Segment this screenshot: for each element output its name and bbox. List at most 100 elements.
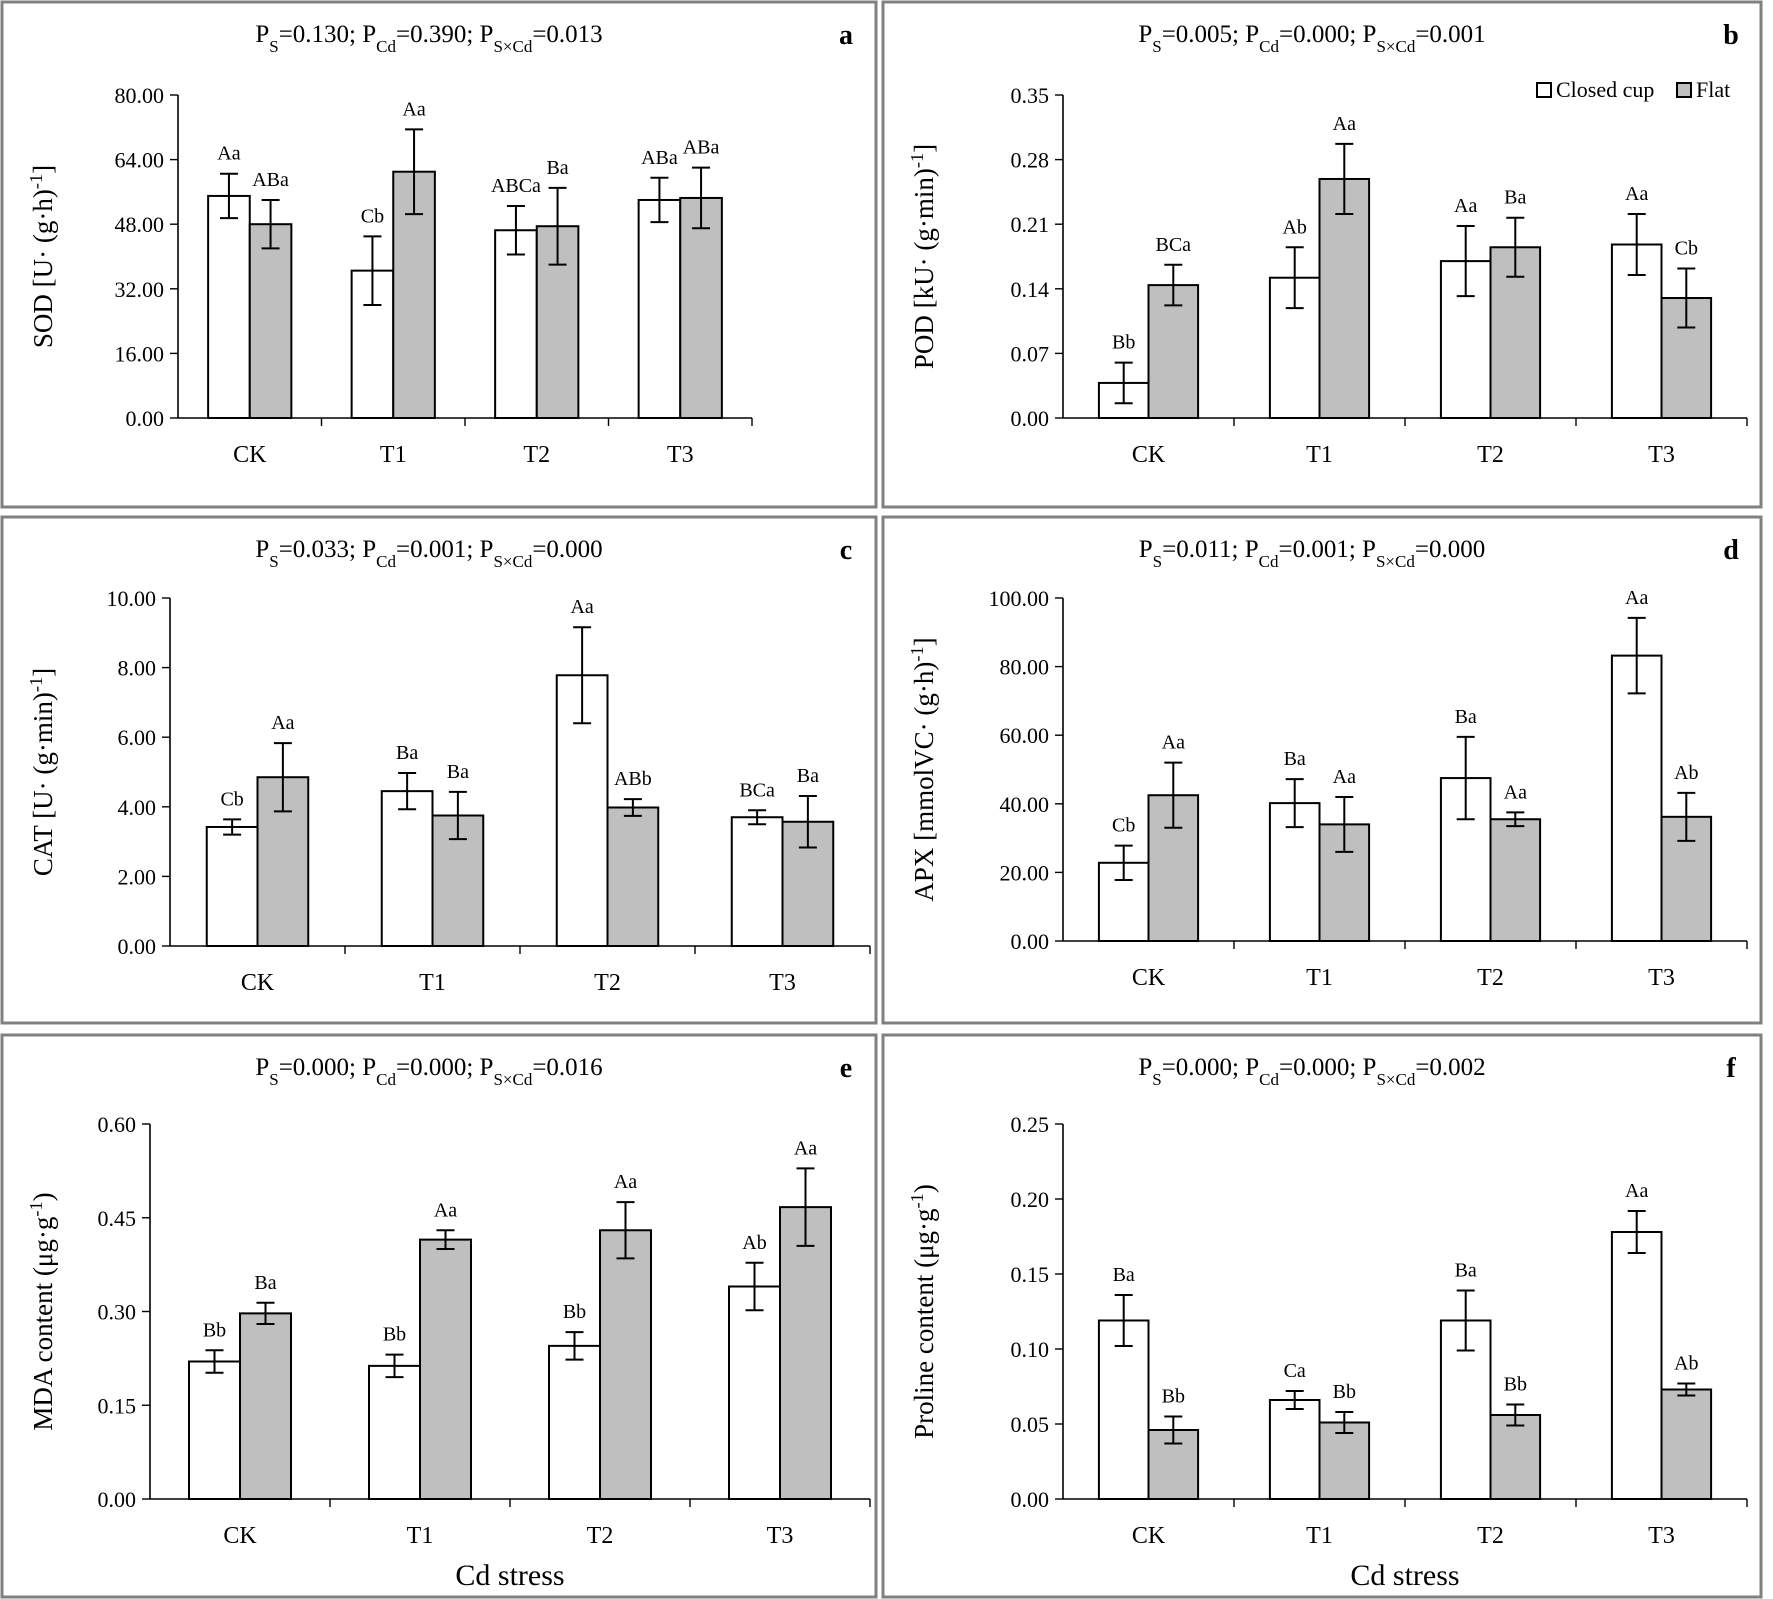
- significance-label: BCa: [1156, 234, 1192, 256]
- y-tick-label: 0.15: [98, 1393, 137, 1418]
- y-tick-label: 0.35: [1011, 83, 1050, 108]
- significance-label: Ba: [546, 157, 568, 179]
- significance-label: BCa: [739, 779, 775, 801]
- y-tick-label: 0.30: [98, 1300, 137, 1325]
- significance-label: Aa: [217, 143, 240, 165]
- y-axis-label: POD [kU· (g·min)-1]: [907, 144, 939, 369]
- pvalue-header: PS=0.011; PCd=0.001; PS×Cd=0.000: [1139, 536, 1485, 571]
- significance-label: Aa: [1625, 587, 1648, 609]
- y-tick-label: 100.00: [989, 586, 1050, 611]
- significance-label: ABa: [252, 169, 289, 191]
- bar-closed: [548, 1344, 601, 1500]
- y-tick-label: 0.14: [1011, 277, 1050, 302]
- significance-label: Ba: [447, 761, 469, 783]
- y-tick-label: 0.10: [1011, 1337, 1050, 1362]
- category-label: T1: [1306, 1523, 1333, 1549]
- category-label: T3: [1648, 1523, 1675, 1549]
- significance-label: Bb: [1162, 1386, 1185, 1408]
- category-label: T3: [667, 442, 694, 468]
- significance-label: Bb: [563, 1301, 586, 1323]
- panel-border: [0, 0, 878, 509]
- significance-label: Ba: [254, 1272, 276, 1294]
- bar-flat: [679, 196, 723, 419]
- significance-label: Bb: [1504, 1374, 1527, 1396]
- category-label: T1: [380, 442, 407, 468]
- significance-label: Ca: [1284, 1360, 1306, 1382]
- significance-label: ABCa: [491, 175, 541, 197]
- y-tick-label: 60.00: [1000, 723, 1050, 748]
- bar-flat: [419, 1238, 472, 1500]
- significance-label: Ba: [1455, 1260, 1477, 1282]
- bar-flat: [606, 806, 660, 947]
- panel-d: PS=0.011; PCd=0.001; PS×Cd=0.000 d 0.00 20.…: [881, 515, 1763, 1025]
- significance-label: Ba: [797, 765, 819, 787]
- bar-closed: [205, 825, 259, 948]
- panel-letter: e: [840, 1053, 852, 1084]
- significance-label: Bb: [1333, 1381, 1356, 1403]
- panel-c: PS=0.033; PCd=0.001; PS×Cd=0.000 c 0.00 2.0…: [0, 515, 878, 1025]
- significance-label: ABa: [683, 137, 720, 159]
- y-axis-label: MDA content (μg·g-1): [26, 1192, 58, 1430]
- bar-closed: [368, 1364, 421, 1500]
- significance-label: Ab: [1282, 216, 1306, 238]
- bar-closed: [730, 816, 784, 947]
- bar-flat: [1489, 818, 1542, 942]
- y-tick-label: 10.00: [107, 586, 157, 611]
- significance-label: Aa: [794, 1137, 817, 1159]
- category-label: CK: [241, 970, 275, 996]
- significance-label: Ab: [742, 1232, 766, 1254]
- significance-label: Aa: [1162, 732, 1185, 754]
- significance-label: Aa: [1504, 781, 1527, 803]
- significance-label: ABa: [641, 147, 678, 169]
- y-axis-label: APX [mmolVC· (g·h)-1]: [907, 637, 939, 901]
- bar-closed: [637, 198, 682, 419]
- category-label: T2: [1477, 1523, 1504, 1549]
- significance-label: Aa: [1333, 766, 1356, 788]
- significance-label: Bb: [383, 1324, 406, 1346]
- significance-label: Bb: [203, 1319, 226, 1341]
- significance-label: Aa: [271, 712, 294, 734]
- category-label: CK: [1132, 965, 1166, 991]
- significance-label: Ab: [1674, 762, 1698, 784]
- bar-closed: [188, 1360, 241, 1500]
- significance-label: Ba: [1113, 1264, 1135, 1286]
- bar-flat: [1147, 284, 1200, 420]
- bar-flat: [779, 1206, 832, 1500]
- y-tick-label: 6.00: [118, 725, 157, 750]
- legend: Closed cup Flat: [1536, 77, 1730, 102]
- category-label: CK: [223, 1523, 257, 1549]
- y-tick-label: 0.00: [98, 1487, 137, 1512]
- bar-flat: [1660, 1388, 1713, 1500]
- significance-label: Aa: [1625, 183, 1648, 205]
- significance-label: Aa: [434, 1199, 457, 1221]
- y-tick-label: 4.00: [118, 795, 157, 820]
- significance-label: Cb: [220, 788, 243, 810]
- bar-closed: [728, 1285, 781, 1500]
- category-label: T3: [769, 970, 796, 996]
- category-label: CK: [233, 442, 267, 468]
- y-tick-label: 0.45: [98, 1206, 137, 1231]
- significance-label: Ba: [1504, 187, 1526, 209]
- significance-label: Aa: [1625, 1180, 1648, 1202]
- category-label: T3: [1648, 965, 1675, 991]
- significance-label: Bb: [1112, 332, 1135, 354]
- significance-label: Ab: [1674, 1353, 1698, 1375]
- y-tick-label: 48.00: [115, 212, 165, 237]
- y-axis-label: CAT [U· (g·min)-1]: [26, 668, 58, 876]
- significance-label: Aa: [1454, 195, 1477, 217]
- panel-a: PS=0.130; PCd=0.390; PS×Cd=0.013 a 0.00 16.…: [0, 0, 878, 509]
- y-tick-label: 0.00: [1011, 1487, 1050, 1512]
- bar-flat: [599, 1229, 652, 1500]
- panel-f: PS=0.000; PCd=0.000; PS×Cd=0.002 f 0.00 0.0…: [881, 1033, 1763, 1599]
- y-tick-label: 80.00: [1000, 655, 1050, 680]
- category-label: T1: [407, 1523, 434, 1549]
- panel-e: PS=0.000; PCd=0.000; PS×Cd=0.016 e 0.00 0.1…: [0, 1033, 878, 1599]
- y-tick-label: 0.20: [1011, 1187, 1050, 1212]
- y-tick-label: 0.00: [1011, 929, 1050, 954]
- y-axis-label: SOD [U· (g·h)-1]: [26, 165, 58, 348]
- pvalue-header: PS=0.005; PCd=0.000; PS×Cd=0.001: [1138, 21, 1485, 56]
- category-label: T2: [1477, 965, 1504, 991]
- category-label: T1: [1306, 965, 1333, 991]
- panel-letter: d: [1723, 535, 1739, 566]
